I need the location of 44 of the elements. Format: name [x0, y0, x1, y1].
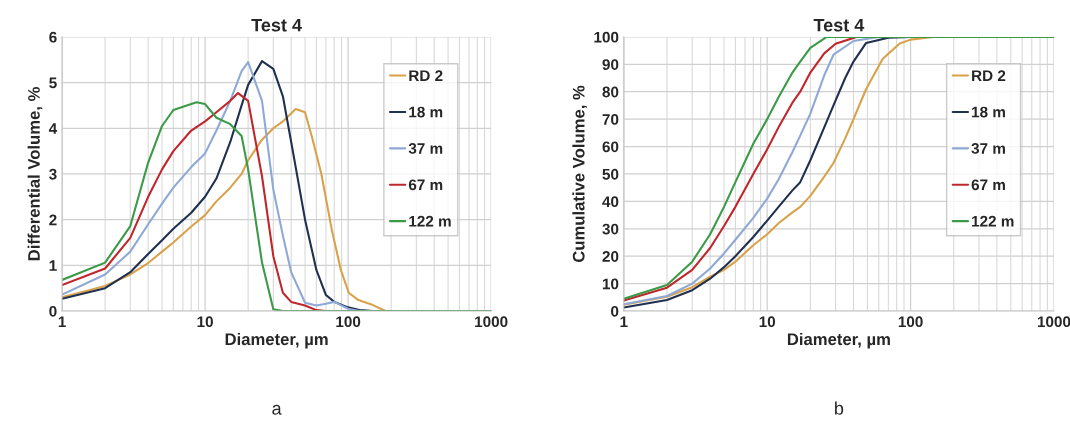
y-axis-title: Differential Volume, % — [27, 87, 43, 261]
legend-label: 122 m — [409, 215, 451, 227]
text: a — [272, 404, 282, 415]
x-tick-label: 100 — [336, 316, 361, 328]
y-tick-label: 40 — [602, 196, 619, 208]
x-tick-label: 100 — [898, 316, 923, 328]
legend-label: RD 2 — [972, 70, 1006, 81]
x-axis-title: Diameter, µm — [787, 332, 890, 349]
legend-label: RD 2 — [409, 70, 443, 81]
y-tick-label: 1 — [49, 260, 57, 271]
chart-title: Test 4 — [813, 18, 865, 32]
chart-title: Test 4 — [251, 18, 302, 32]
y-tick-label: 30 — [602, 223, 619, 235]
x-tick-label: 1000 — [475, 316, 508, 328]
y-tick-label: 3 — [49, 168, 57, 180]
y-tick-label: 80 — [602, 86, 619, 98]
legend-label: 67 m — [408, 179, 443, 191]
y-tick-label: 6 — [49, 31, 57, 43]
y-tick-label: 10 — [602, 278, 619, 290]
legend-label: 67 m — [971, 179, 1005, 191]
legend-label: 37 m — [971, 143, 1005, 154]
x-axis-title: Diameter, µm — [225, 332, 328, 349]
x-tick-label: 10 — [197, 316, 213, 328]
y-tick-label: 0 — [611, 305, 619, 317]
y-axis-title: Cumulative Volume, % — [572, 85, 588, 263]
legend-label: 18 m — [972, 106, 1005, 118]
y-tick-label: 90 — [602, 59, 619, 70]
x-tick-label: 1000 — [1037, 316, 1070, 328]
y-tick-label: 2 — [49, 214, 57, 226]
legend-label: 37 m — [408, 143, 443, 154]
y-tick-label: 50 — [602, 168, 619, 180]
legend-label: 18 m — [409, 106, 443, 118]
y-tick-label: 70 — [602, 114, 619, 125]
y-tick-label: 0 — [49, 305, 57, 317]
y-tick-label: 100 — [594, 31, 619, 43]
y-tick-label: 60 — [602, 141, 619, 153]
y-tick-label: 20 — [602, 251, 619, 262]
y-tick-label: 4 — [48, 123, 58, 134]
x-tick-label: 1 — [620, 316, 628, 327]
y-tick-label: 5 — [49, 77, 57, 89]
x-tick-label: 10 — [759, 316, 776, 328]
x-tick-label: 1 — [58, 316, 66, 327]
text: b — [835, 401, 844, 415]
legend-label: 122 m — [972, 215, 1014, 227]
